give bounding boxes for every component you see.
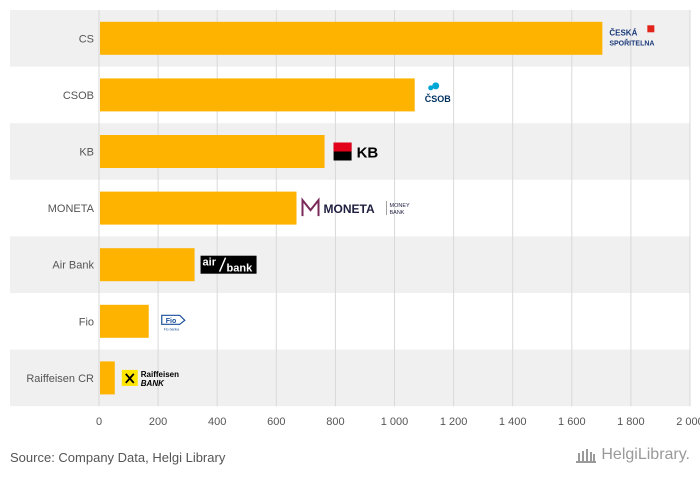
x-tick-label: 200 [149, 416, 167, 428]
x-tick-label: 2 000 [676, 416, 700, 428]
bar [100, 135, 325, 168]
bar [100, 78, 415, 112]
air-bank-box [200, 255, 257, 274]
cs-logo-text: SPOŘITELNA [609, 38, 654, 47]
fio-sub-text: Fio banka [164, 327, 179, 331]
fio-logo: Fio Fio banka [161, 314, 186, 331]
air-bank-logo: air bank [200, 255, 257, 275]
raiffeisen-logo-text: Raiffeisen [141, 370, 179, 379]
category-label: CS [79, 33, 94, 45]
category-label: KB [79, 147, 94, 159]
csob-logo-text: ČSOB [425, 93, 452, 104]
category-label: CSOB [63, 90, 94, 102]
bar [100, 361, 115, 395]
kb-square-icon [333, 142, 352, 152]
bar [100, 21, 603, 55]
helgi-library-brand[interactable]: HelgiLibrary. [575, 446, 690, 464]
fio-logo-text: Fio [166, 318, 177, 325]
csob-wave-icon [432, 82, 440, 90]
kb-logo-text: KB [357, 145, 379, 162]
x-tick-label: 1 600 [558, 416, 586, 428]
air-bank-text: air [203, 257, 217, 269]
moneta-m-icon [301, 197, 320, 217]
x-tick-label: 1 800 [617, 416, 645, 428]
category-label: Fio [79, 316, 94, 328]
x-tick-label: 0 [96, 416, 102, 428]
brand-label: HelgiLibrary. [601, 446, 690, 463]
cs-mark-icon [647, 25, 655, 33]
raiffeisen-cross-icon [125, 373, 135, 384]
moneta-logo-text: MONETA [324, 202, 375, 216]
moneta-sub-text: BANK [390, 210, 405, 216]
csob-wave-icon [428, 85, 434, 91]
bar [100, 248, 195, 282]
cs-logo-text: ČESKÁ [609, 28, 637, 37]
bar [100, 191, 297, 225]
category-label: MONETA [48, 203, 95, 215]
air-bank-text: bank [227, 263, 254, 275]
x-tick-label: 400 [208, 416, 226, 428]
bar-chart: 0 200 400 600 800 1 000 1 200 1 400 1 600 1 800 2 … [10, 10, 700, 428]
category-label: Raiffeisen CR [26, 373, 94, 385]
moneta-sub-text: MONEY [390, 203, 411, 209]
bar [100, 304, 149, 338]
fio-arrow-icon [161, 314, 186, 325]
air-bank-slash [218, 257, 227, 272]
x-tick-label: 1 000 [381, 416, 409, 428]
x-tick-label: 1 200 [440, 416, 468, 428]
csob-logo: ČSOB [425, 82, 452, 104]
library-building-icon [576, 449, 597, 463]
x-tick-label: 800 [326, 416, 344, 428]
source-note: Source: Company Data, Helgi Library [10, 450, 226, 465]
category-label: Air Bank [52, 260, 94, 272]
x-tick-label: 600 [267, 416, 285, 428]
kb-logo: KB [333, 142, 379, 162]
x-tick-label: 1 400 [499, 416, 527, 428]
raiffeisen-logo-text: BANK [141, 379, 165, 388]
